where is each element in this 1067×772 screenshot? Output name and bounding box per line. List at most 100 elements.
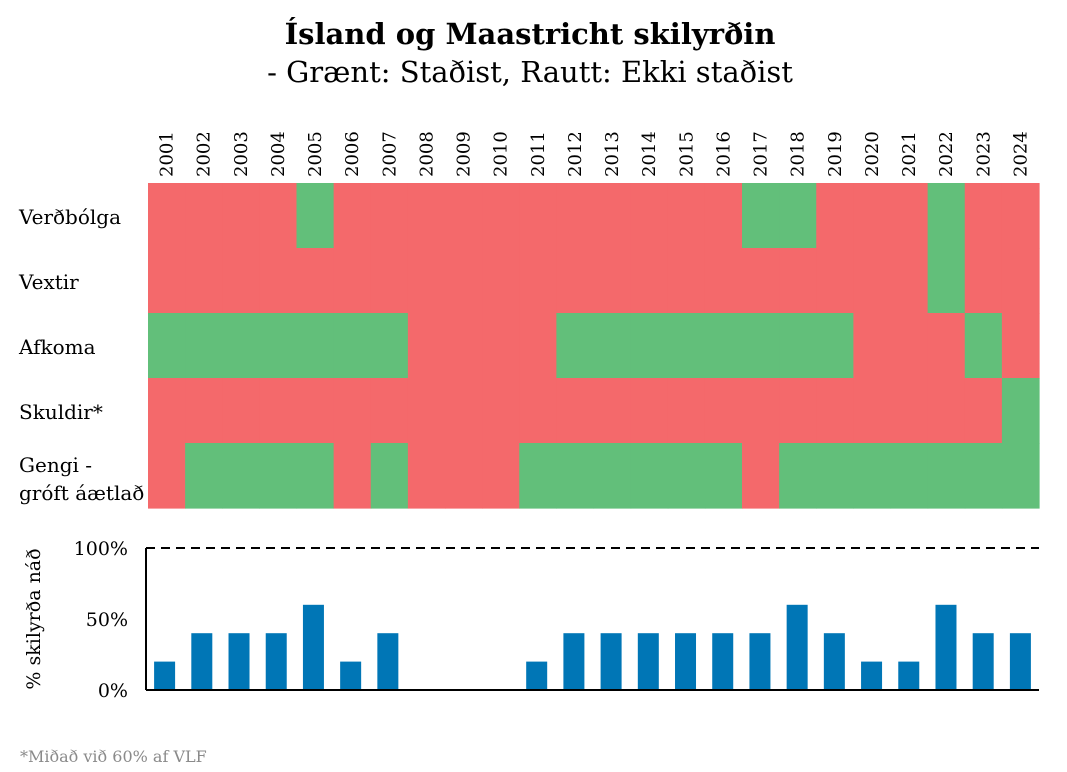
heatmap-cell-2013-row3 (593, 313, 632, 379)
heatmap-year-labels: 2001 2002 2003 2004 2005 2006 2007 2008 2009 2010… (157, 131, 1032, 177)
heatmap-cell-2013-row5 (593, 443, 632, 509)
row-label-4: Skuldir* (19, 400, 103, 424)
bar-2018 (786, 604, 808, 690)
heatmap-cell-2011-row1 (519, 183, 557, 249)
y-tick-label-50: 50% (86, 609, 128, 631)
heatmap-cell-2012-row2 (556, 248, 595, 314)
heatmap-cell-2021-row4 (890, 378, 929, 444)
heatmap-cell-2024-row2 (1001, 248, 1040, 314)
bar-2016 (712, 633, 734, 690)
bar-2001 (154, 661, 176, 690)
heatmap-cell-2005-row5 (296, 443, 335, 509)
heatmap-cell-2001-row1 (148, 183, 186, 249)
heatmap-cell-2020-row4 (853, 378, 892, 444)
heatmap-cell-2024-row3 (1001, 313, 1040, 379)
heatmap-cell-2004-row5 (259, 443, 298, 509)
heatmap-cell-2009-row1 (445, 183, 483, 249)
row-label-2: Vextir (18, 270, 79, 294)
heatmap-cell-2020-row2 (853, 248, 892, 314)
year-label-2014: 2014 (639, 131, 660, 177)
heatmap-cell-2007-row1 (370, 183, 409, 249)
heatmap-cell-2003-row1 (222, 183, 260, 249)
bar-2024 (1009, 633, 1031, 690)
heatmap-cell-2016-row2 (704, 248, 743, 314)
heatmap-cell-2010-row2 (482, 248, 520, 314)
bar-2015 (675, 633, 697, 690)
heatmap-cell-2019-row3 (816, 313, 854, 379)
heatmap-cell-2001-row3 (148, 313, 186, 379)
heatmap-cell-2004-row2 (259, 248, 298, 314)
year-label-2022: 2022 (936, 131, 957, 177)
year-label-2007: 2007 (379, 131, 400, 177)
heatmap-cell-2021-row3 (890, 313, 929, 379)
bar-2007 (377, 633, 399, 690)
heatmap-cell-2005-row1 (296, 183, 335, 249)
y-tick-label-100: 100% (74, 538, 128, 560)
heatmap-cell-2010-row4 (482, 378, 520, 444)
heatmap-cell-2007-row4 (370, 378, 409, 444)
heatmap-cell-2008-row3 (407, 313, 446, 379)
heatmap-cell-2022-row1 (927, 183, 966, 249)
heatmap-cell-2015-row1 (667, 183, 706, 249)
bar-2023 (972, 633, 994, 690)
year-label-2005: 2005 (305, 131, 326, 177)
heatmap-cell-2023-row2 (964, 248, 1003, 314)
heatmap-cell-2005-row3 (296, 313, 335, 379)
heatmap-cell-2002-row1 (185, 183, 223, 249)
year-label-2016: 2016 (713, 131, 734, 177)
heatmap-cell-2019-row1 (816, 183, 854, 249)
heatmap-cell-2023-row5 (964, 443, 1003, 509)
heatmap-cell-2016-row1 (704, 183, 743, 249)
bar-2014 (637, 633, 659, 690)
bar-y-axis-label: % skilyrða náð (23, 548, 45, 689)
year-label-2015: 2015 (676, 131, 697, 177)
year-label-2008: 2008 (416, 131, 437, 177)
row-label-5-line2: gróft áætlað (19, 481, 144, 505)
heatmap-cell-2020-row5 (853, 443, 892, 509)
heatmap-cell-2014-row4 (630, 378, 669, 444)
heatmap-cell-2024-row4 (1001, 378, 1040, 444)
row-label-1: Verðbólga (18, 205, 121, 229)
heatmap-cell-2006-row1 (333, 183, 372, 249)
heatmap-cell-2017-row1 (742, 183, 780, 249)
heatmap-cell-2006-row5 (333, 443, 372, 509)
year-label-2019: 2019 (825, 131, 846, 177)
year-label-2001: 2001 (157, 131, 178, 177)
heatmap-cell-2001-row2 (148, 248, 186, 314)
heatmap-cell-2002-row2 (185, 248, 223, 314)
heatmap-cell-2011-row2 (519, 248, 557, 314)
heatmap-cell-2016-row5 (704, 443, 743, 509)
year-label-2004: 2004 (268, 131, 289, 177)
heatmap-cell-2018-row1 (779, 183, 817, 249)
heatmap-cell-2009-row4 (445, 378, 483, 444)
heatmap-cell-2018-row3 (779, 313, 817, 379)
heatmap-cell-2003-row5 (222, 443, 260, 509)
footnote: *Miðað við 60% af VLF (20, 747, 207, 766)
bar-2012 (563, 633, 585, 690)
year-label-2011: 2011 (528, 131, 549, 177)
heatmap-cell-2003-row4 (222, 378, 260, 444)
heatmap-cell-2007-row5 (370, 443, 409, 509)
heatmap-cell-2019-row5 (816, 443, 854, 509)
heatmap-cell-2017-row5 (742, 443, 780, 509)
row-label-5-line1: Gengi - (19, 453, 92, 477)
heatmap-cell-2014-row1 (630, 183, 669, 249)
heatmap-cell-2005-row4 (296, 378, 335, 444)
heatmap-cell-2019-row4 (816, 378, 854, 444)
heatmap-cell-2021-row5 (890, 443, 929, 509)
heatmap-cell-2015-row2 (667, 248, 706, 314)
heatmap-cell-2006-row4 (333, 378, 372, 444)
year-label-2012: 2012 (565, 131, 586, 177)
heatmap-cell-2001-row4 (148, 378, 186, 444)
heatmap-cell-2010-row5 (482, 443, 520, 509)
year-label-2017: 2017 (751, 131, 772, 177)
heatmap-cell-2015-row3 (667, 313, 706, 379)
heatmap-cell-2008-row2 (407, 248, 446, 314)
heatmap-cell-2004-row4 (259, 378, 298, 444)
bar-2013 (600, 633, 622, 690)
heatmap-cell-2020-row3 (853, 313, 892, 379)
year-label-2024: 2024 (1010, 131, 1031, 177)
chart-title: Ísland og Maastricht skilyrðin (285, 16, 776, 51)
heatmap-cell-2007-row2 (370, 248, 409, 314)
year-label-2021: 2021 (899, 131, 920, 177)
